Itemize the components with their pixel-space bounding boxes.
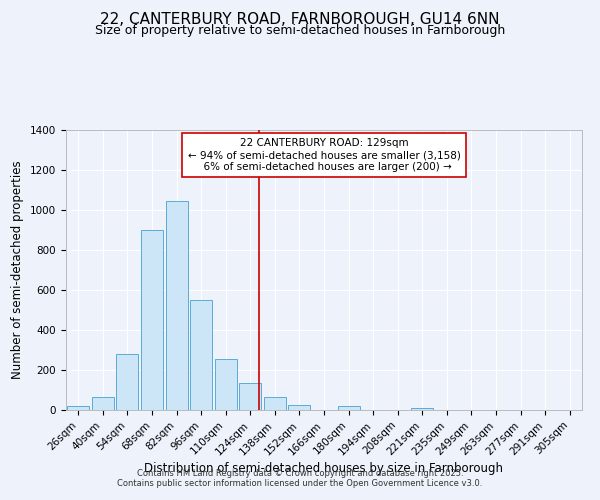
Y-axis label: Number of semi-detached properties: Number of semi-detached properties [11,160,25,380]
X-axis label: Distribution of semi-detached houses by size in Farnborough: Distribution of semi-detached houses by … [145,462,503,475]
Bar [338,406,359,410]
Text: 22, CANTERBURY ROAD, FARNBOROUGH, GU14 6NN: 22, CANTERBURY ROAD, FARNBOROUGH, GU14 6… [100,12,500,28]
Text: 22 CANTERBURY ROAD: 129sqm
← 94% of semi-detached houses are smaller (3,158)
  6: 22 CANTERBURY ROAD: 129sqm ← 94% of semi… [188,138,460,172]
Text: Contains public sector information licensed under the Open Government Licence v3: Contains public sector information licen… [118,478,482,488]
Bar [289,405,310,410]
Bar [141,230,163,410]
Bar [190,300,212,410]
Text: Size of property relative to semi-detached houses in Farnborough: Size of property relative to semi-detach… [95,24,505,37]
Bar [215,359,237,410]
Bar [264,397,286,410]
Text: Contains HM Land Registry data © Crown copyright and database right 2025.: Contains HM Land Registry data © Crown c… [137,468,463,477]
Bar [116,354,139,410]
Bar [92,397,114,410]
Bar [239,383,262,410]
Bar [411,408,433,410]
Bar [67,406,89,410]
Bar [166,201,188,410]
